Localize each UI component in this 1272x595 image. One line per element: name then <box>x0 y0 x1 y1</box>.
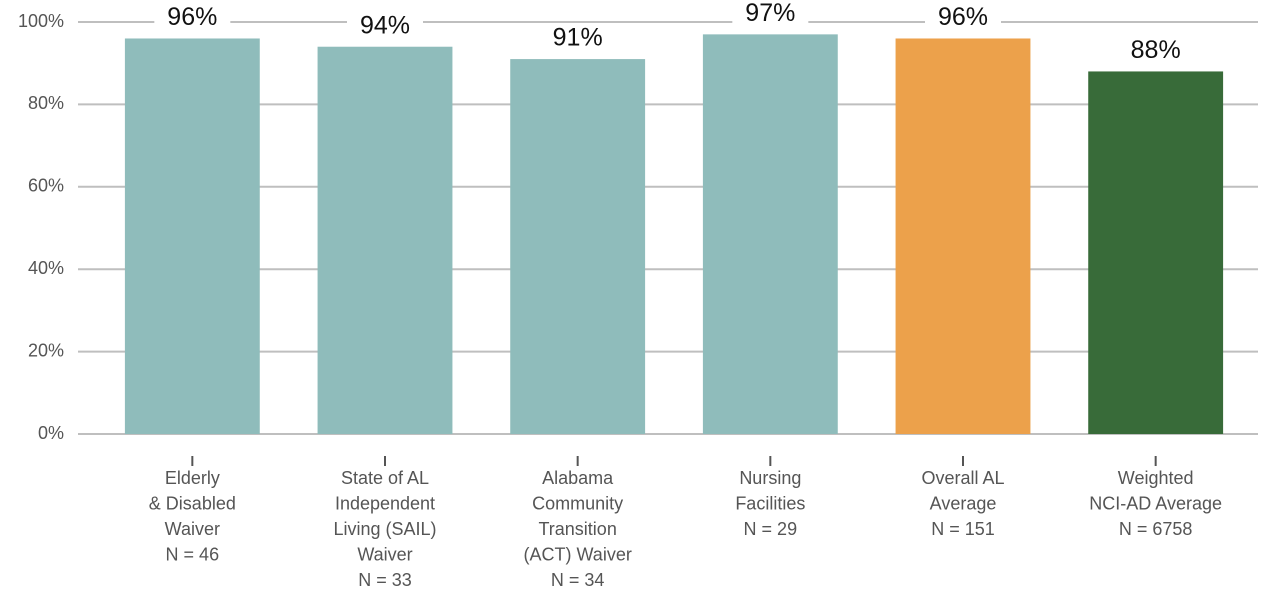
value-label-bg <box>1117 36 1194 67</box>
x-tick-label: State of AL <box>341 468 429 488</box>
bar <box>895 38 1031 434</box>
x-tick-label: Waiver <box>357 544 412 564</box>
value-label: 96% <box>938 3 988 31</box>
value-label: 96% <box>167 3 217 31</box>
x-tick-label: N = 46 <box>166 544 220 564</box>
bar <box>510 59 646 435</box>
value-label-bg <box>539 24 616 55</box>
x-tick-label: N = 33 <box>358 570 412 590</box>
x-tick-label: Alabama <box>542 468 614 488</box>
value-label: 97% <box>745 0 795 27</box>
x-tick-label: N = 151 <box>931 519 995 539</box>
y-tick-label: 60% <box>28 176 64 196</box>
x-tick-label: Elderly <box>165 468 220 488</box>
value-label: 88% <box>1131 36 1181 64</box>
bar <box>317 46 453 434</box>
x-tick-label: N = 29 <box>744 519 798 539</box>
x-tick-label: Community <box>532 493 623 513</box>
bar <box>702 34 838 435</box>
value-label-bg <box>154 3 231 34</box>
x-tick-label: Transition <box>538 519 616 539</box>
x-tick-label: Weighted <box>1118 468 1194 488</box>
value-label: 94% <box>360 11 410 39</box>
value-label-bg <box>347 11 423 42</box>
x-tick-label: Living (SAIL) <box>333 519 436 539</box>
value-label-bg <box>732 0 809 30</box>
x-tick-label: N = 34 <box>551 570 605 590</box>
y-tick-label: 80% <box>28 93 64 113</box>
x-tick-label: & Disabled <box>149 493 236 513</box>
y-tick-label: 0% <box>38 423 64 443</box>
bar <box>1088 71 1224 434</box>
x-tick-label: N = 6758 <box>1119 519 1193 539</box>
x-tick-label: Overall AL <box>921 468 1004 488</box>
x-tick-label: Nursing <box>739 468 801 488</box>
x-tick-label: Waiver <box>165 519 220 539</box>
y-tick-label: 40% <box>28 258 64 278</box>
x-tick-label: Facilities <box>735 493 805 513</box>
bar <box>124 38 260 434</box>
value-label-bg <box>925 3 1001 34</box>
x-tick-label: Average <box>930 493 997 513</box>
value-label: 91% <box>553 24 603 52</box>
y-tick-label: 100% <box>18 11 64 31</box>
x-tick-label: Independent <box>335 493 435 513</box>
x-tick-label: NCI-AD Average <box>1089 493 1222 513</box>
y-tick-label: 20% <box>28 340 64 360</box>
x-tick-label: (ACT) Waiver <box>524 544 632 564</box>
